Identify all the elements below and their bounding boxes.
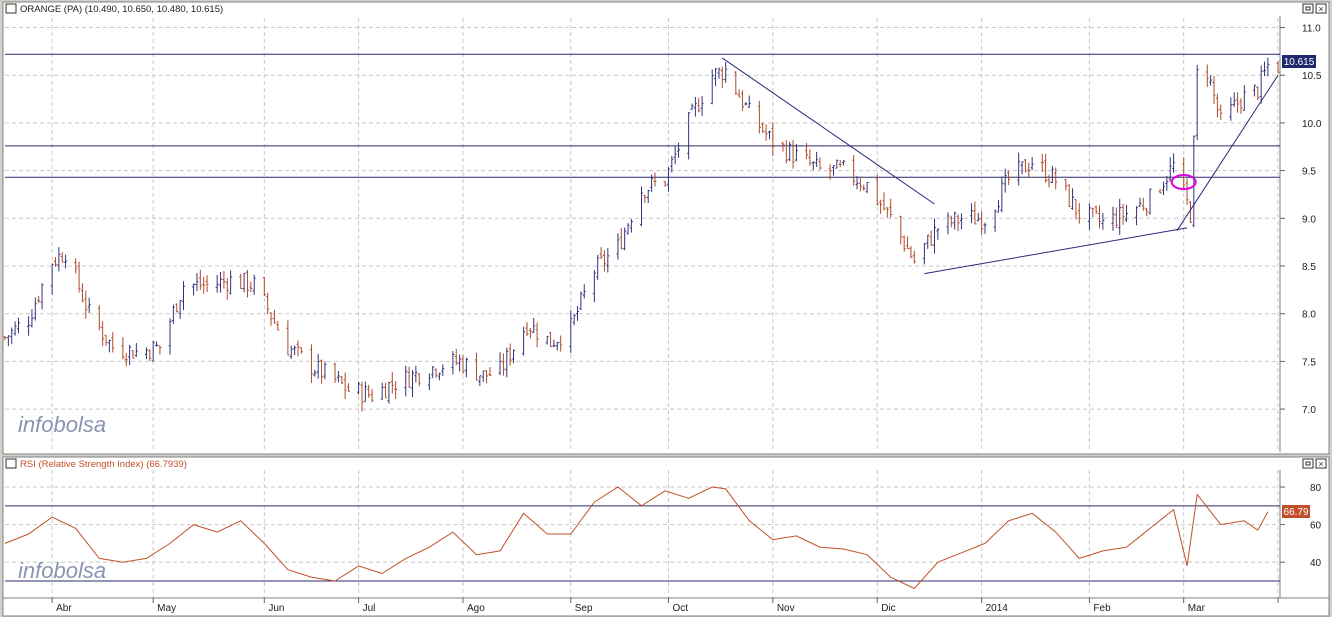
rsi-close-icon-glyph: × [1318, 459, 1323, 469]
x-axis-tick-label: Feb [1093, 603, 1111, 614]
price-last-value: 10.615 [1284, 57, 1315, 68]
close-icon[interactable] [1315, 3, 1327, 14]
price-y-tick-label: 9.0 [1302, 214, 1316, 225]
price-y-tick-label: 7.0 [1302, 405, 1316, 416]
x-axis-tick-label: Sep [575, 603, 593, 614]
panel-menu-icon[interactable] [5, 3, 17, 14]
rsi-close-icon[interactable] [1315, 458, 1327, 469]
watermark-logo: infobolsa [18, 412, 106, 437]
price-y-tick-label: 10.0 [1302, 119, 1322, 130]
x-axis-tick-label: Jul [363, 603, 376, 614]
trend-lines [722, 57, 1279, 275]
x-axis-tick-label: Nov [777, 603, 795, 614]
price-y-tick-label: 7.5 [1302, 357, 1316, 368]
price-panel-frame [2, 1, 1330, 455]
trend-line[interactable] [924, 227, 1188, 275]
x-axis-strip [2, 597, 1330, 617]
rsi-last-value: 66.79 [1283, 507, 1308, 518]
x-axis-tick-label: 2014 [986, 603, 1009, 614]
price-y-tick-label: 11.0 [1302, 24, 1321, 35]
maximize-icon-glyph [1305, 6, 1311, 11]
ellipse-marker[interactable] [1170, 174, 1197, 191]
price-y-axis: 7.0 7.5 8.0 8.5 9.0 9.5 10.0 10.5 11.0 [1280, 24, 1322, 416]
rsi-y-tick-label: 40 [1310, 558, 1322, 569]
trend-line[interactable] [1176, 74, 1279, 231]
horizontal-resistance-lines [5, 53, 1280, 178]
x-axis-tick-label: Mar [1188, 603, 1206, 614]
price-y-tick-label: 8.5 [1302, 262, 1316, 273]
rsi-y-tick-label: 60 [1310, 521, 1322, 532]
ohlc-bars [3, 57, 1280, 412]
x-axis-tick-label: Ago [467, 603, 485, 614]
price-grid [5, 18, 1279, 452]
rsi-y-tick-label: 80 [1310, 483, 1322, 494]
x-axis-tick-label: Abr [56, 603, 72, 614]
rsi-panel-frame [2, 456, 1330, 599]
rsi-line [4, 486, 1269, 590]
x-axis-tick-label: Jun [268, 603, 284, 614]
rsi-y-axis: 40 60 80 [1280, 483, 1322, 569]
rsi-maximize-icon[interactable] [1302, 458, 1314, 469]
price-y-tick-label: 9.5 [1302, 167, 1316, 178]
rsi-watermark-logo: infobolsa [18, 558, 106, 583]
price-last-value-box [1282, 55, 1316, 68]
x-axis: Abr May Jun Jul Ago Sep Oct Nov Dic 2014 Feb Mar [51, 598, 1279, 614]
trend-line[interactable] [722, 57, 935, 205]
x-axis-tick-label: May [157, 603, 176, 614]
rsi-last-value-box [1282, 505, 1310, 518]
rsi-panel-menu-icon[interactable] [5, 458, 17, 469]
price-panel-title: ORANGE (PA) (10.490, 10.650, 10.480, 10.… [20, 4, 223, 15]
close-icon-glyph: × [1318, 4, 1323, 14]
price-y-tick-label: 8.0 [1302, 310, 1316, 321]
rsi-panel-title: RSI (Relative Strength Index) (66.7939) [20, 459, 187, 470]
rsi-maximize-icon-glyph [1305, 461, 1311, 466]
x-axis-tick-label: Oct [672, 603, 688, 614]
x-axis-tick-label: Dic [881, 603, 895, 614]
rsi-threshold-lines [5, 505, 1280, 582]
maximize-icon[interactable] [1302, 3, 1314, 14]
price-y-tick-label: 10.5 [1302, 71, 1322, 82]
